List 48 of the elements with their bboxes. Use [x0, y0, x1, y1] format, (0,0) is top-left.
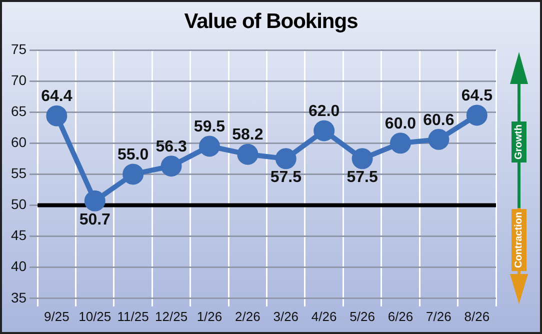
y-tick-label: 75 [10, 40, 27, 57]
point [428, 128, 450, 150]
x-tick-label: 4/26 [311, 308, 337, 324]
chart-title: Value of Bookings [183, 10, 359, 34]
data-label: 59.5 [194, 118, 226, 136]
y-tick-label: 50 [10, 196, 27, 212]
data-label: 57.5 [270, 169, 302, 186]
text: Growth [512, 122, 526, 162]
point [160, 156, 182, 177]
x-tick-label: 7/26 [426, 308, 452, 324]
data-label: 64.5 [461, 88, 493, 105]
x-tick-label: 3/26 [273, 308, 299, 324]
y-tick-label: 60 [10, 134, 27, 150]
point [390, 132, 411, 154]
data-label: 56.3 [156, 138, 187, 156]
point [314, 120, 335, 142]
point [198, 136, 220, 157]
y-tick-label: 65 [10, 102, 27, 119]
y-tick-label: 70 [10, 72, 27, 88]
x-tick-label: 5/26 [350, 308, 375, 324]
x-tick-label: 9/25 [44, 308, 70, 324]
data-label: 60.0 [384, 116, 416, 133]
data-label: 58.2 [232, 126, 264, 144]
data-label: 50.7 [79, 211, 111, 228]
data-label: 57.5 [346, 169, 378, 186]
x-tick-label: 8/26 [464, 308, 490, 324]
point [275, 148, 296, 170]
point [46, 105, 68, 126]
point [352, 148, 373, 170]
y-tick-label: 45 [10, 227, 27, 244]
point [466, 104, 488, 126]
point [237, 144, 258, 165]
data-label: 55.0 [118, 146, 149, 164]
x-tick-label: 6/26 [388, 308, 414, 324]
point [122, 164, 144, 185]
x-tick-label: 1/26 [196, 308, 222, 324]
x-tick-label: 12/25 [155, 308, 188, 324]
y-tick-label: 35 [10, 289, 27, 306]
y-tick-label: 55 [10, 165, 27, 182]
data-label: 64.4 [41, 88, 72, 106]
data-label: 60.6 [423, 112, 454, 129]
data-label: 62.0 [308, 103, 340, 120]
x-tick-label: 2/26 [235, 308, 260, 324]
point [84, 190, 106, 212]
text: Contraction [512, 208, 526, 272]
x-tick-label: 11/25 [117, 308, 149, 324]
x-tick-label: 10/25 [78, 308, 112, 324]
y-tick-label: 40 [10, 258, 27, 274]
